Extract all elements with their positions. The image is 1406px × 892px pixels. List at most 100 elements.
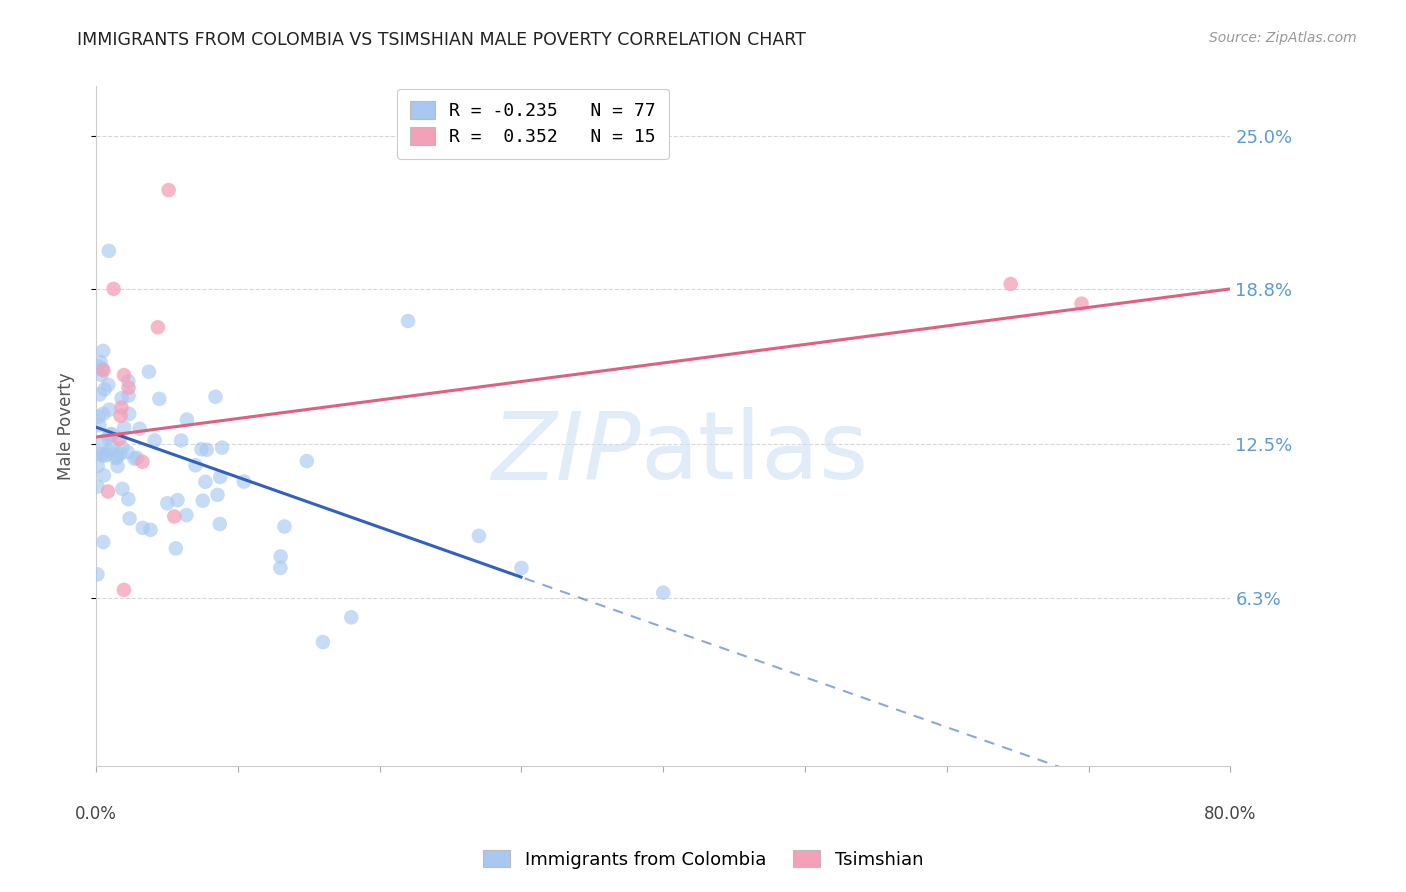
Point: [110, 447, 132, 461]
Point: [97, 244, 120, 258]
Point: [86, 479, 108, 493]
Point: [340, 610, 363, 624]
Point: [131, 455, 153, 469]
Point: [93, 468, 115, 483]
Point: [91, 363, 114, 377]
Point: [1070, 296, 1092, 310]
Point: [112, 368, 135, 382]
Point: [176, 412, 198, 426]
Point: [105, 450, 128, 464]
Point: [510, 561, 533, 575]
Point: [211, 441, 233, 455]
Point: [273, 519, 295, 533]
Point: [110, 391, 132, 405]
Point: [204, 390, 226, 404]
Legend: R = -0.235   N = 77, R =  0.352   N = 15: R = -0.235 N = 77, R = 0.352 N = 15: [396, 88, 669, 159]
Point: [207, 488, 229, 502]
Point: [195, 442, 218, 457]
Point: [117, 374, 139, 388]
Point: [98, 427, 121, 442]
Point: [98, 402, 121, 417]
Point: [93, 383, 115, 397]
Point: [117, 492, 139, 507]
Point: [270, 549, 292, 564]
Point: [652, 585, 675, 599]
Point: [91, 535, 114, 549]
Text: 80.0%: 80.0%: [1205, 805, 1257, 823]
Text: IMMIGRANTS FROM COLOMBIA VS TSIMSHIAN MALE POVERTY CORRELATION CHART: IMMIGRANTS FROM COLOMBIA VS TSIMSHIAN MA…: [77, 31, 806, 49]
Point: [97, 444, 120, 458]
Y-axis label: Male Poverty: Male Poverty: [58, 372, 75, 480]
Text: ZIP: ZIP: [491, 408, 641, 499]
Point: [103, 282, 125, 296]
Point: [191, 493, 214, 508]
Point: [128, 422, 150, 436]
Point: [312, 635, 335, 649]
Point: [117, 381, 139, 395]
Point: [91, 407, 114, 421]
Point: [101, 440, 124, 454]
Point: [97, 430, 120, 444]
Point: [118, 511, 141, 525]
Point: [86, 567, 108, 582]
Point: [91, 447, 114, 461]
Point: [105, 451, 128, 466]
Point: [87, 359, 110, 374]
Point: [97, 377, 120, 392]
Point: [165, 541, 187, 556]
Text: atlas: atlas: [641, 407, 869, 500]
Point: [86, 458, 108, 473]
Point: [91, 434, 114, 449]
Point: [118, 407, 141, 421]
Point: [117, 389, 139, 403]
Point: [269, 561, 291, 575]
Point: [97, 484, 120, 499]
Point: [194, 475, 217, 489]
Point: [90, 355, 112, 369]
Point: [96, 448, 118, 462]
Point: [148, 392, 170, 406]
Point: [101, 427, 124, 442]
Point: [295, 454, 318, 468]
Point: [124, 451, 146, 466]
Point: [91, 362, 114, 376]
Point: [468, 529, 491, 543]
Point: [146, 320, 169, 334]
Point: [209, 470, 232, 484]
Point: [117, 445, 139, 459]
Point: [112, 582, 135, 597]
Point: [131, 521, 153, 535]
Point: [166, 493, 188, 508]
Point: [86, 446, 108, 460]
Text: 0.0%: 0.0%: [75, 805, 117, 823]
Point: [110, 401, 132, 415]
Point: [139, 523, 162, 537]
Point: [111, 441, 134, 455]
Point: [108, 432, 131, 446]
Point: [232, 475, 254, 489]
Point: [157, 183, 180, 197]
Point: [89, 418, 111, 433]
Point: [170, 434, 193, 448]
Point: [89, 387, 111, 401]
Point: [93, 449, 115, 463]
Point: [143, 434, 166, 448]
Point: [125, 450, 148, 465]
Point: [1000, 277, 1022, 291]
Point: [190, 442, 212, 457]
Point: [90, 368, 112, 382]
Point: [184, 458, 207, 473]
Point: [107, 459, 129, 474]
Point: [396, 314, 419, 328]
Point: [91, 343, 114, 358]
Point: [110, 409, 132, 423]
Legend: Immigrants from Colombia, Tsimshian: Immigrants from Colombia, Tsimshian: [475, 843, 931, 876]
Point: [163, 509, 186, 524]
Point: [138, 365, 160, 379]
Text: Source: ZipAtlas.com: Source: ZipAtlas.com: [1209, 31, 1357, 45]
Point: [208, 516, 231, 531]
Point: [176, 508, 198, 522]
Point: [87, 409, 110, 424]
Point: [111, 482, 134, 496]
Point: [112, 421, 135, 435]
